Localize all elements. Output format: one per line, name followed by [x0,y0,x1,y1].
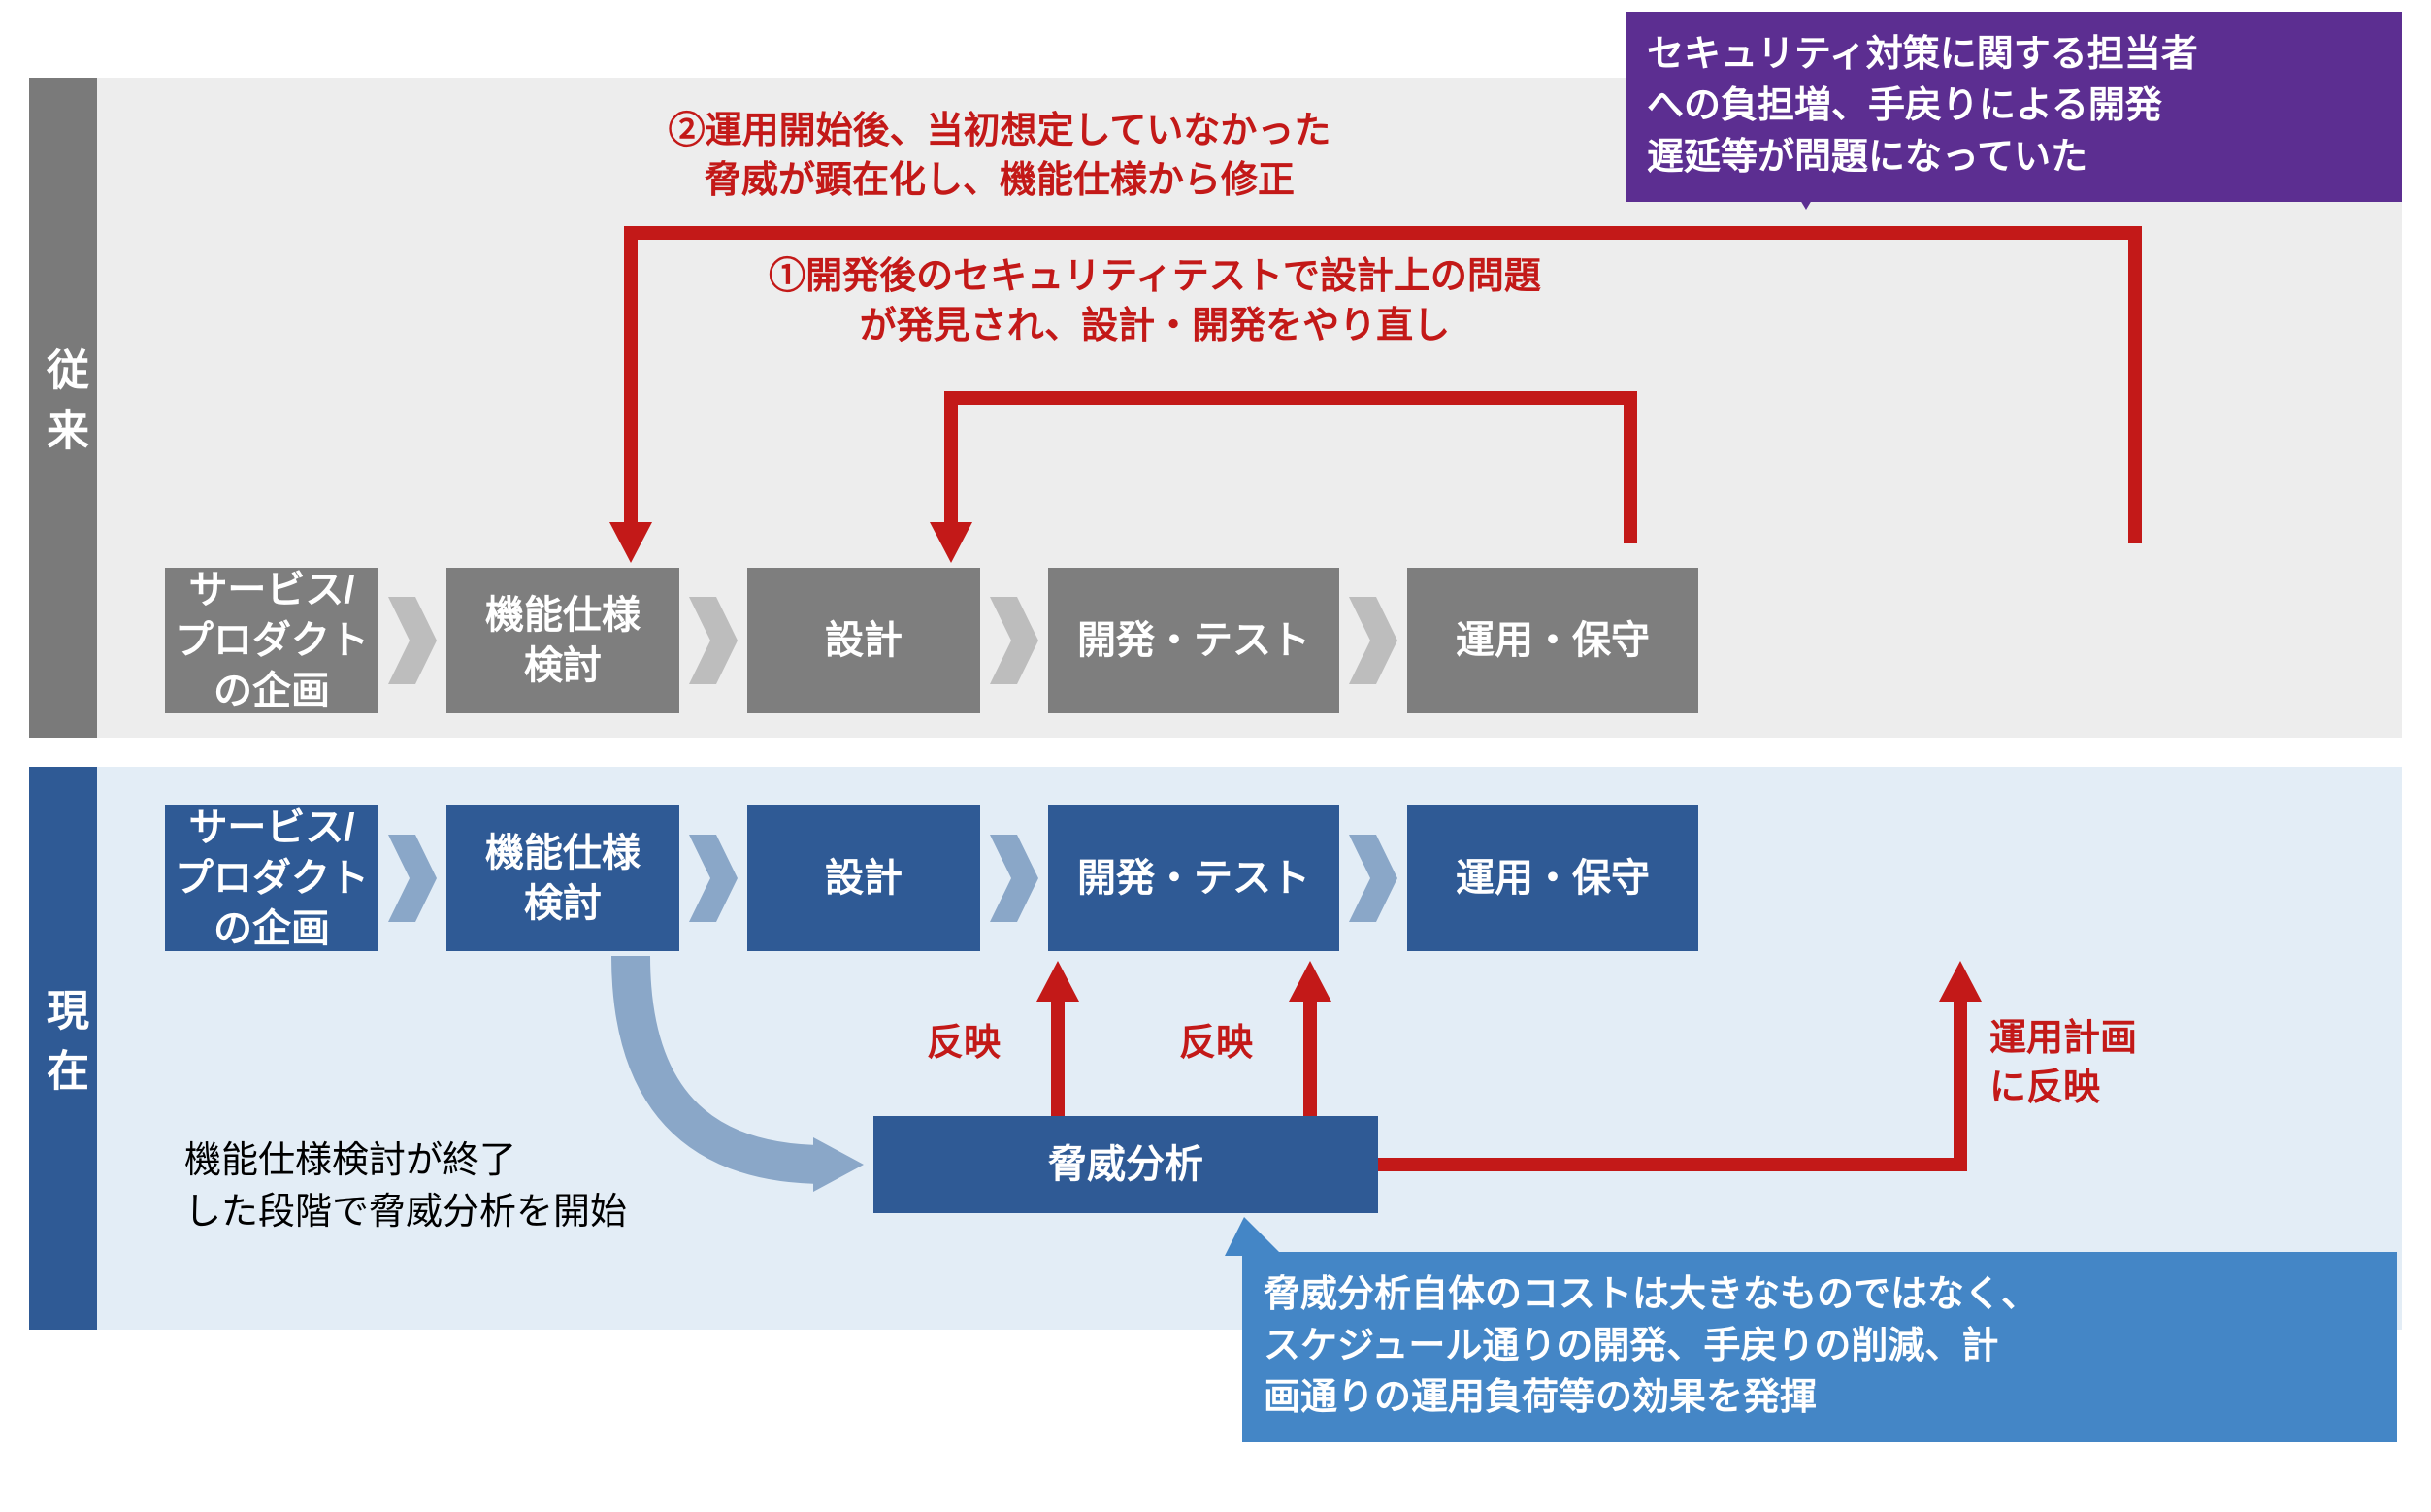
purple-callout: セキュリティ対策に関する担当者 への負担増、手戻りによる開発 遅延等が問題になっ… [1626,12,2402,202]
threat-analysis-box: 脅威分析 [873,1116,1378,1213]
flow-box: 運用・保守 [1407,568,1698,713]
section-bottom: 現在 サービス/ プロダクト の企画 機能仕様 検討 設計 開発・テスト 運用・… [29,767,2402,1330]
reflect-label-2: 反映 [1179,1019,1296,1068]
section-label-top: 従来 [29,78,97,738]
purple-callout-tail [1783,171,1829,210]
flow-box: 機能仕様 検討 [446,568,679,713]
reflect-plan-label: 運用計画 に反映 [1989,1014,2232,1114]
chevron-icon [990,592,1038,689]
reflect-label-1: 反映 [927,1019,1043,1068]
blue-callout-tail [1225,1217,1283,1256]
chevron-icon [1349,592,1397,689]
chevron-icon [388,592,437,689]
section-label-bottom: 現在 [29,767,97,1330]
blue-callout: 脅威分析自体のコストは大きなものではなく、 スケジュール通りの開発、手戻りの削減… [1242,1252,2397,1442]
note-black: 機能仕様検討が終了 した段階で脅威分析を開始 [184,1135,627,1238]
flow-row-top: サービス/ プロダクト の企画 機能仕様 検討 設計 開発・テスト 運用・保守 [165,568,1698,713]
flow-box: 設計 [747,568,980,713]
flow-box: 開発・テスト [1048,568,1339,713]
chevron-icon [689,592,738,689]
flow-box: サービス/ プロダクト の企画 [165,568,378,713]
